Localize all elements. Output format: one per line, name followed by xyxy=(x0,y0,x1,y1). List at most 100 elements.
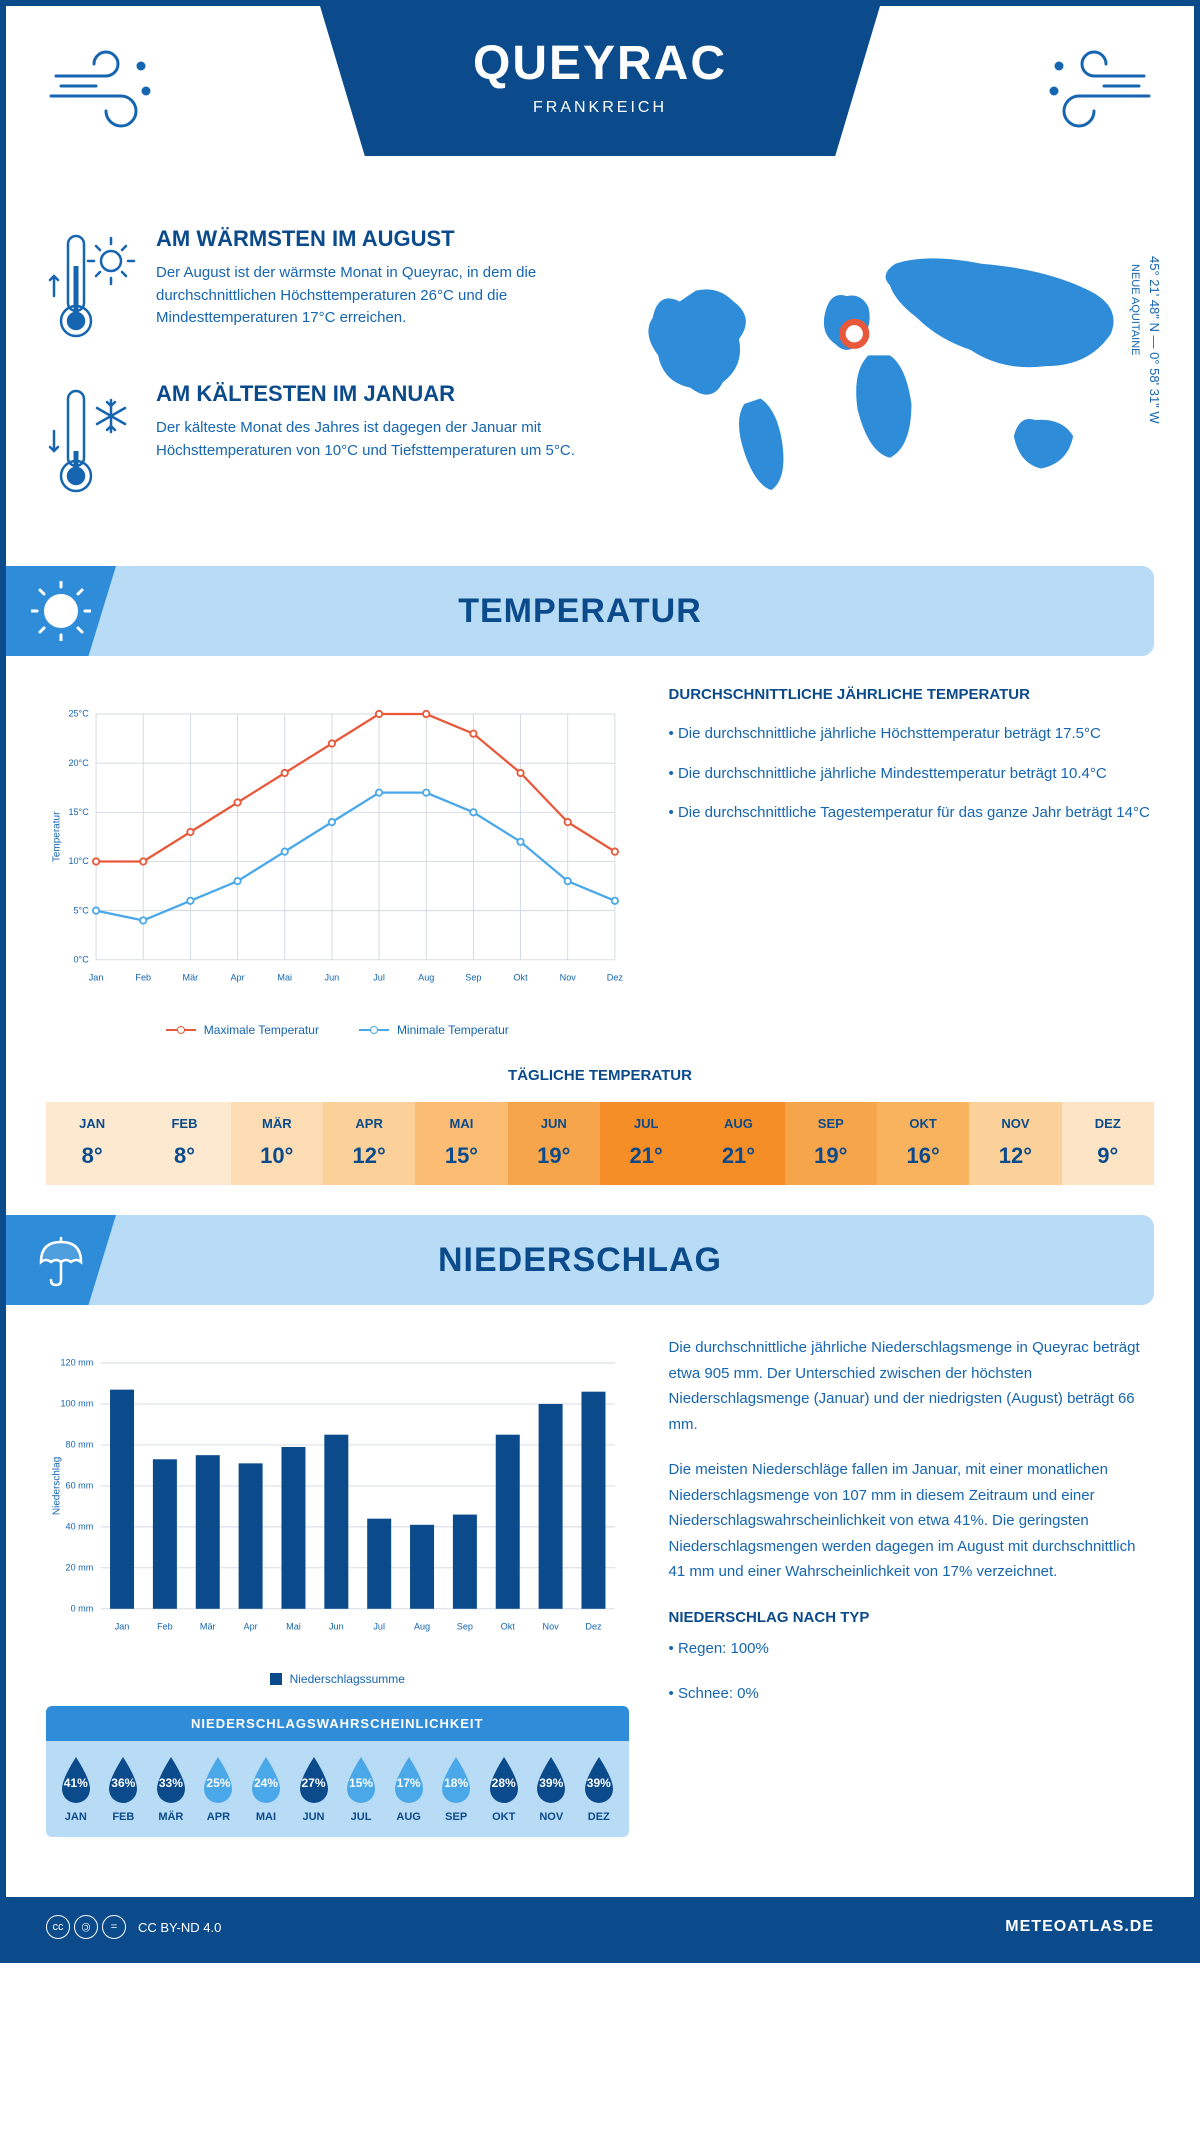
daily-temp-cell: AUG21° xyxy=(692,1102,784,1185)
sun-icon xyxy=(6,566,116,656)
daily-temp-cell: JUN19° xyxy=(508,1102,600,1185)
prob-cell: 33%MÄR xyxy=(147,1755,195,1823)
svg-text:Jul: Jul xyxy=(373,973,385,983)
city-title: QUEYRAC xyxy=(320,36,880,91)
svg-text:Jan: Jan xyxy=(89,973,104,983)
daily-temp-cell: SEP19° xyxy=(785,1102,877,1185)
daily-temp-cell: JUL21° xyxy=(600,1102,692,1185)
prob-cell: 17%AUG xyxy=(385,1755,433,1823)
daily-temp-cell: OKT16° xyxy=(877,1102,969,1185)
coordinates: 45° 21' 48" N — 0° 58' 31" W NEUE AQUITA… xyxy=(1126,256,1164,424)
fact-warmest-text: Der August ist der wärmste Monat in Quey… xyxy=(156,262,585,330)
daily-temp-cell: NOV12° xyxy=(969,1102,1061,1185)
daily-temp-cell: DEZ9° xyxy=(1062,1102,1154,1185)
svg-text:0 mm: 0 mm xyxy=(71,1604,94,1614)
legend-max: #leg-max::after{border-color:#e8593b}Max… xyxy=(166,1023,319,1037)
svg-text:40 mm: 40 mm xyxy=(66,1522,94,1532)
svg-text:Temperatur: Temperatur xyxy=(52,811,63,862)
country-subtitle: FRANKREICH xyxy=(320,99,880,117)
wind-icon xyxy=(1034,36,1154,136)
daily-temp-cell: MAI15° xyxy=(415,1102,507,1185)
legend-precip: Niederschlagssumme xyxy=(270,1672,405,1686)
svg-text:25°C: 25°C xyxy=(68,709,89,719)
svg-text:Aug: Aug xyxy=(414,1622,430,1632)
cc-icons: cc🄯= xyxy=(46,1915,126,1939)
license-text: CC BY-ND 4.0 xyxy=(138,1920,221,1935)
prob-cell: 39%DEZ xyxy=(575,1755,623,1823)
fact-coldest: AM KÄLTESTEN IM JANUAR Der kälteste Mona… xyxy=(46,381,585,506)
prob-cell: 28%OKT xyxy=(480,1755,528,1823)
prob-cell: 41%JAN xyxy=(52,1755,100,1823)
daily-temp-cell: MÄR10° xyxy=(231,1102,323,1185)
svg-text:60 mm: 60 mm xyxy=(66,1481,94,1491)
section-header-temp: TEMPERATUR xyxy=(6,566,1154,656)
svg-text:Dez: Dez xyxy=(585,1622,602,1632)
footer: cc🄯= CC BY-ND 4.0 METEOATLAS.DE xyxy=(6,1897,1194,1957)
svg-text:Dez: Dez xyxy=(607,973,624,983)
prob-header: NIEDERSCHLAGSWAHRSCHEINLICHKEIT xyxy=(46,1706,629,1741)
thermometer-hot-icon xyxy=(46,226,136,351)
svg-text:Nov: Nov xyxy=(560,973,577,983)
svg-text:Niederschlag: Niederschlag xyxy=(52,1457,63,1515)
svg-text:20 mm: 20 mm xyxy=(66,1563,94,1573)
svg-text:Jun: Jun xyxy=(325,973,340,983)
svg-text:Jan: Jan xyxy=(115,1622,130,1632)
svg-text:120 mm: 120 mm xyxy=(60,1358,93,1368)
section-title: TEMPERATUR xyxy=(458,592,702,631)
fact-coldest-text: Der kälteste Monat des Jahres ist dagege… xyxy=(156,417,585,462)
svg-text:Okt: Okt xyxy=(501,1622,516,1632)
svg-text:Feb: Feb xyxy=(157,1622,173,1632)
prob-cell: 24%MAI xyxy=(242,1755,290,1823)
fact-coldest-title: AM KÄLTESTEN IM JANUAR xyxy=(156,381,585,407)
svg-text:Apr: Apr xyxy=(244,1622,258,1632)
svg-text:Jul: Jul xyxy=(373,1622,385,1632)
svg-text:100 mm: 100 mm xyxy=(60,1399,93,1409)
svg-text:15°C: 15°C xyxy=(68,807,89,817)
svg-text:Nov: Nov xyxy=(543,1622,560,1632)
svg-text:5°C: 5°C xyxy=(74,905,90,915)
svg-text:Sep: Sep xyxy=(465,973,481,983)
daily-temp-cell: APR12° xyxy=(323,1102,415,1185)
legend-min: #leg-min::after{border-color:#4aa8e8}Min… xyxy=(359,1023,509,1037)
temperature-summary: DURCHSCHNITTLICHE JÄHRLICHE TEMPERATUR •… xyxy=(669,686,1154,1037)
prob-cell: 15%JUL xyxy=(337,1755,385,1823)
svg-text:0°C: 0°C xyxy=(74,955,90,965)
svg-text:Aug: Aug xyxy=(418,973,434,983)
header: QUEYRAC FRANKREICH xyxy=(6,6,1194,206)
fact-warmest-title: AM WÄRMSTEN IM AUGUST xyxy=(156,226,585,252)
world-map xyxy=(615,226,1154,506)
svg-text:Mär: Mär xyxy=(183,973,199,983)
brand: METEOATLAS.DE xyxy=(1005,1918,1154,1936)
svg-text:80 mm: 80 mm xyxy=(66,1440,94,1450)
daily-temp-table: JAN8°FEB8°MÄR10°APR12°MAI15°JUN19°JUL21°… xyxy=(46,1102,1154,1185)
svg-text:Mär: Mär xyxy=(200,1622,216,1632)
daily-temp-title: TÄGLICHE TEMPERATUR xyxy=(46,1067,1154,1084)
wind-icon xyxy=(46,36,166,136)
thermometer-cold-icon xyxy=(46,381,136,506)
prob-cell: 27%JUN xyxy=(290,1755,338,1823)
svg-text:10°C: 10°C xyxy=(68,856,89,866)
precipitation-probability-row: 41%JAN36%FEB33%MÄR25%APR24%MAI27%JUN15%J… xyxy=(46,1741,629,1837)
prob-cell: 36%FEB xyxy=(100,1755,148,1823)
svg-text:Jun: Jun xyxy=(329,1622,344,1632)
section-title: NIEDERSCHLAG xyxy=(438,1241,722,1280)
svg-text:Apr: Apr xyxy=(230,973,244,983)
temperature-line-chart: 0°C 5°C 10°C 15°C 20°C 25°C Jan Feb Mär Apr Mai Jun… xyxy=(46,686,629,1037)
svg-text:Okt: Okt xyxy=(513,973,528,983)
precipitation-summary: Die durchschnittliche jährliche Niedersc… xyxy=(669,1335,1154,1837)
svg-text:Mai: Mai xyxy=(277,973,292,983)
section-header-precip: NIEDERSCHLAG xyxy=(6,1215,1154,1305)
svg-text:Feb: Feb xyxy=(135,973,151,983)
prob-cell: 25%APR xyxy=(195,1755,243,1823)
precipitation-bar-chart: 0 mm 20 mm 40 mm 60 mm 80 mm 100 mm 120 mm Jan F… xyxy=(46,1335,629,1655)
umbrella-icon xyxy=(6,1215,116,1305)
prob-cell: 18%SEP xyxy=(432,1755,480,1823)
prob-cell: 39%NOV xyxy=(527,1755,575,1823)
header-banner: QUEYRAC FRANKREICH xyxy=(320,6,880,156)
svg-text:Mai: Mai xyxy=(286,1622,301,1632)
svg-text:Sep: Sep xyxy=(457,1622,473,1632)
daily-temp-cell: FEB8° xyxy=(138,1102,230,1185)
daily-temp-cell: JAN8° xyxy=(46,1102,138,1185)
svg-text:20°C: 20°C xyxy=(68,758,89,768)
fact-warmest: AM WÄRMSTEN IM AUGUST Der August ist der… xyxy=(46,226,585,351)
